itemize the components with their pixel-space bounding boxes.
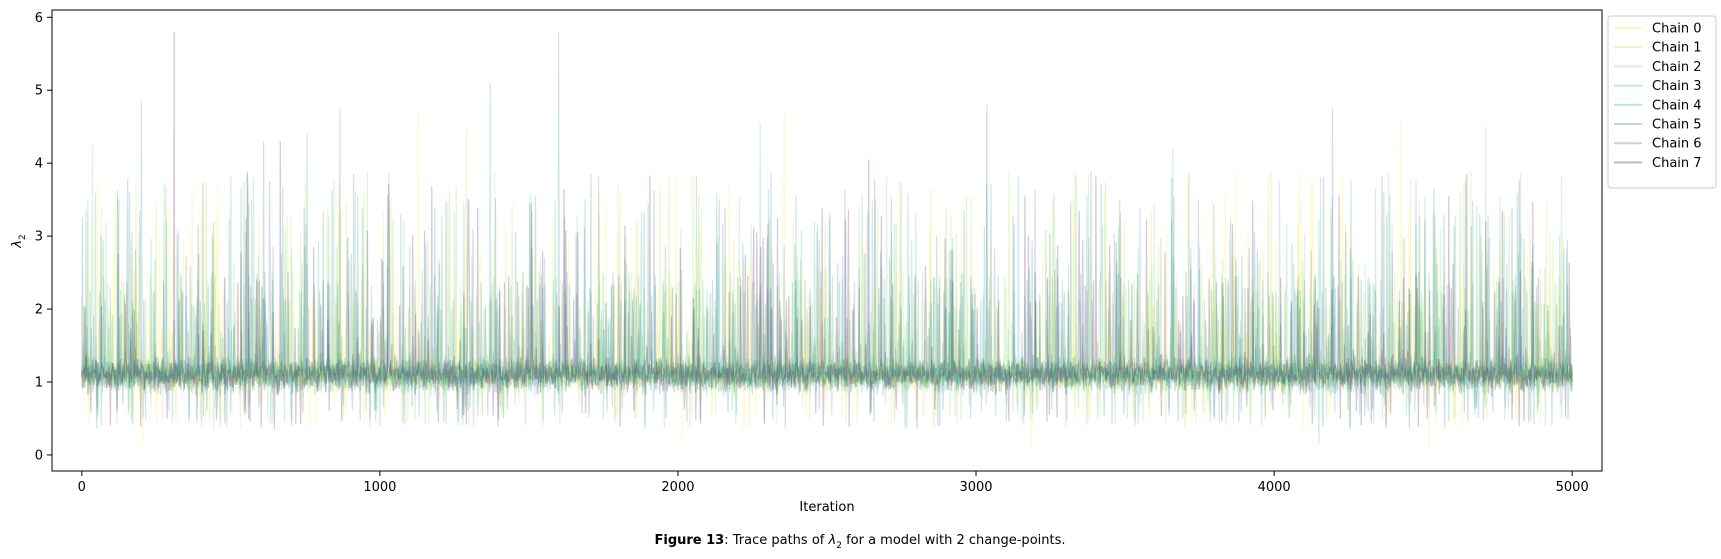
y-axis-ticks: 0 1 2 3 4 5 6: [35, 11, 52, 463]
legend-label-chain-1: Chain 1: [1652, 41, 1702, 56]
x-tick-label: 0: [78, 480, 86, 495]
caption-symbol: λ: [828, 533, 837, 548]
y-axis-label-symbol: λ: [10, 240, 25, 249]
series-line-chain-7: [81, 31, 1573, 430]
legend-box: [1607, 15, 1717, 189]
series-layer: [81, 31, 1573, 452]
series-line-chain-4: [81, 82, 1573, 445]
legend-label-chain-3: Chain 3: [1652, 79, 1702, 94]
y-tick-label: 1: [35, 376, 43, 391]
series-line-chain-1: [81, 126, 1573, 429]
y-tick-label: 5: [35, 84, 43, 99]
y-axis-label: λ2: [10, 234, 28, 248]
series-line-chain-6: [81, 104, 1573, 429]
legend-label-chain-6: Chain 6: [1652, 137, 1702, 152]
y-axis-label-subscript: 2: [18, 234, 28, 240]
series-line-chain-0: [81, 108, 1573, 452]
y-tick-label: 0: [35, 448, 43, 463]
caption-figure-label: Figure 13: [654, 533, 724, 548]
series-line-chain-2: [81, 126, 1573, 430]
x-tick-label: 2000: [661, 480, 694, 495]
x-tick-label: 3000: [959, 480, 992, 495]
caption-text-before: : Trace paths of: [724, 533, 828, 548]
legend-label-chain-5: Chain 5: [1652, 118, 1702, 133]
x-tick-label: 1000: [363, 480, 396, 495]
y-tick-label: 3: [35, 230, 43, 245]
y-tick-label: 4: [35, 157, 43, 172]
x-axis-label: Iteration: [799, 500, 854, 515]
x-axis-ticks: 0 1000 2000 3000 4000 5000: [78, 471, 1589, 495]
figure-caption: Figure 13: Trace paths of λ2 for a model…: [654, 533, 1065, 551]
legend-label-chain-0: Chain 0: [1652, 22, 1702, 37]
caption-subscript: 2: [836, 541, 842, 551]
legend: Chain 0 Chain 1 Chain 2 Chain 3 Chain 4 Chain…: [1607, 15, 1717, 189]
axes-frame: [51, 9, 1603, 472]
series-line-chain-5: [81, 31, 1573, 430]
y-tick-label: 2: [35, 303, 43, 318]
y-tick-label: 6: [35, 11, 43, 26]
caption-text-after: for a model with 2 change-points.: [842, 533, 1066, 548]
x-tick-label: 4000: [1258, 480, 1291, 495]
series-line-chain-3: [81, 123, 1573, 428]
legend-label-chain-7: Chain 7: [1652, 156, 1702, 171]
x-tick-label: 5000: [1556, 480, 1589, 495]
legend-label-chain-2: Chain 2: [1652, 60, 1702, 75]
legend-label-chain-4: Chain 4: [1652, 98, 1702, 113]
